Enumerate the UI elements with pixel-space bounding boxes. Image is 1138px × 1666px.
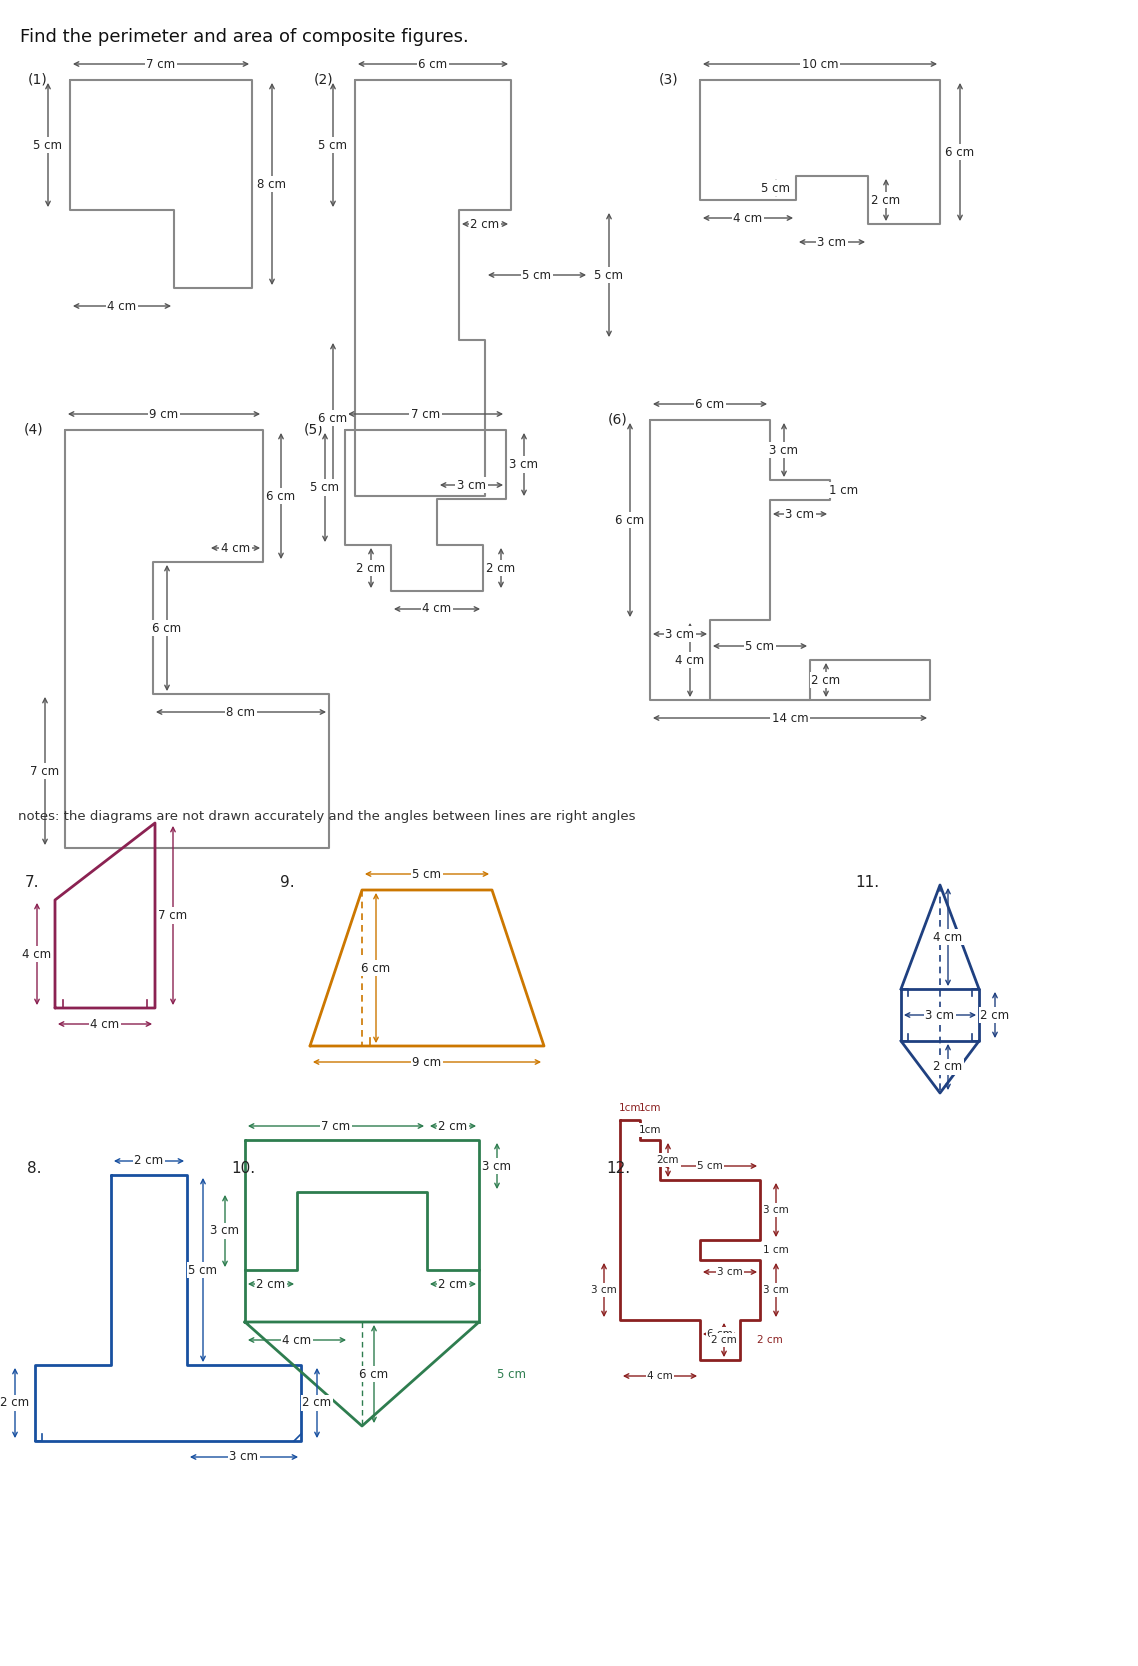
Text: 7 cm: 7 cm [147, 58, 175, 70]
Text: 3 cm: 3 cm [769, 443, 799, 456]
Text: 4 cm: 4 cm [422, 603, 452, 615]
Text: 9.: 9. [280, 875, 295, 890]
Text: 7 cm: 7 cm [31, 765, 59, 778]
Text: 5 cm: 5 cm [594, 268, 624, 282]
Text: 1 cm: 1 cm [830, 483, 858, 496]
Text: 2 cm: 2 cm [470, 218, 500, 230]
Text: 1cm: 1cm [638, 1125, 661, 1135]
Text: 4 cm: 4 cm [107, 300, 137, 313]
Text: 6 cm: 6 cm [707, 1329, 733, 1339]
Text: (2): (2) [313, 72, 333, 87]
Text: 10 cm: 10 cm [802, 58, 839, 70]
Text: 3 cm: 3 cm [510, 458, 538, 471]
Text: 11.: 11. [855, 875, 880, 890]
Text: 9 cm: 9 cm [412, 1056, 442, 1068]
Text: 7 cm: 7 cm [321, 1120, 351, 1133]
Text: 2 cm: 2 cm [256, 1278, 286, 1291]
Text: 2cm: 2cm [657, 1155, 679, 1165]
Text: 5 cm: 5 cm [497, 1368, 526, 1381]
Text: 5 cm: 5 cm [412, 868, 442, 881]
Text: 4 cm: 4 cm [676, 653, 704, 666]
Text: 2 cm: 2 cm [134, 1155, 164, 1168]
Text: 2 cm: 2 cm [872, 193, 900, 207]
Text: 12.: 12. [607, 1161, 630, 1176]
Text: 3 cm: 3 cm [717, 1268, 743, 1278]
Text: 2 cm: 2 cm [981, 1008, 1009, 1021]
Text: 6 cm: 6 cm [616, 513, 644, 526]
Text: 4 cm: 4 cm [648, 1371, 673, 1381]
Text: (4): (4) [24, 421, 43, 436]
Text: 5 cm: 5 cm [311, 481, 339, 495]
Text: 2 cm: 2 cm [0, 1396, 30, 1409]
Text: (1): (1) [28, 72, 48, 87]
Text: 3 cm: 3 cm [457, 478, 486, 491]
Text: 4 cm: 4 cm [282, 1333, 312, 1346]
Text: 2 cm: 2 cm [356, 561, 386, 575]
Text: 8 cm: 8 cm [257, 178, 287, 190]
Text: 2 cm: 2 cm [933, 1061, 963, 1073]
Text: 4 cm: 4 cm [23, 948, 51, 961]
Text: 4 cm: 4 cm [221, 541, 250, 555]
Text: 3 cm: 3 cm [666, 628, 694, 640]
Text: 7 cm: 7 cm [411, 408, 440, 420]
Text: 4 cm: 4 cm [733, 212, 762, 225]
Text: 3 cm: 3 cm [230, 1451, 258, 1463]
Text: 6 cm: 6 cm [695, 398, 725, 410]
Text: 7.: 7. [25, 875, 40, 890]
Text: 3 cm: 3 cm [764, 1205, 789, 1215]
Text: 6 cm: 6 cm [360, 1368, 388, 1381]
Text: 3 cm: 3 cm [591, 1284, 617, 1294]
Text: 5 cm: 5 cm [745, 640, 775, 653]
Text: 9 cm: 9 cm [149, 408, 179, 420]
Text: notes: the diagrams are not drawn accurately and the angles between lines are ri: notes: the diagrams are not drawn accura… [18, 810, 635, 823]
Text: 3 cm: 3 cm [211, 1225, 239, 1238]
Text: 6 cm: 6 cm [419, 58, 447, 70]
Text: 10.: 10. [231, 1161, 255, 1176]
Text: (3): (3) [659, 72, 678, 87]
Text: 6 cm: 6 cm [362, 961, 390, 975]
Text: 4 cm: 4 cm [933, 931, 963, 943]
Text: 3 cm: 3 cm [817, 235, 847, 248]
Text: 5 cm: 5 cm [761, 182, 791, 195]
Text: 2 cm: 2 cm [811, 673, 841, 686]
Text: 2 cm: 2 cm [303, 1396, 331, 1409]
Text: Find the perimeter and area of composite figures.: Find the perimeter and area of composite… [20, 28, 469, 47]
Text: 3 cm: 3 cm [925, 1008, 955, 1021]
Text: 2 cm: 2 cm [486, 561, 516, 575]
Text: (6): (6) [608, 412, 628, 426]
Text: 2 cm: 2 cm [757, 1334, 783, 1344]
Text: 6 cm: 6 cm [152, 621, 182, 635]
Text: 3 cm: 3 cm [483, 1160, 511, 1173]
Text: 6 cm: 6 cm [266, 490, 296, 503]
Text: 5 cm: 5 cm [698, 1161, 723, 1171]
Text: 2 cm: 2 cm [438, 1120, 468, 1133]
Text: 8 cm: 8 cm [226, 705, 256, 718]
Text: 4 cm: 4 cm [90, 1018, 119, 1031]
Text: 3 cm: 3 cm [764, 1284, 789, 1294]
Text: 14 cm: 14 cm [772, 711, 808, 725]
Text: 5 cm: 5 cm [33, 138, 63, 152]
Text: 2 cm: 2 cm [711, 1334, 737, 1344]
Text: 3 cm: 3 cm [785, 508, 815, 520]
Text: 6 cm: 6 cm [319, 412, 347, 425]
Text: 5 cm: 5 cm [189, 1263, 217, 1276]
Text: 1cm: 1cm [638, 1103, 661, 1113]
Text: 8.: 8. [27, 1161, 41, 1176]
Text: 5 cm: 5 cm [522, 268, 552, 282]
Text: (5): (5) [304, 421, 323, 436]
Text: 2 cm: 2 cm [438, 1278, 468, 1291]
Text: 6 cm: 6 cm [946, 145, 974, 158]
Text: 7 cm: 7 cm [158, 910, 188, 921]
Text: 1cm: 1cm [619, 1103, 641, 1113]
Text: 5 cm: 5 cm [319, 138, 347, 152]
Text: 1 cm: 1 cm [764, 1245, 789, 1254]
